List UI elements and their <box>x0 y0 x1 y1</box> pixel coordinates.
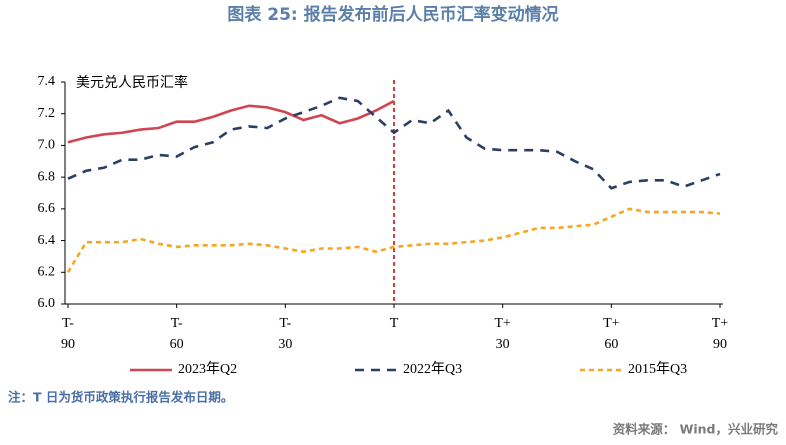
x-tick-label: T <box>390 316 399 331</box>
y-tick-label: 7.4 <box>38 74 56 89</box>
note: 注：T 日为货币政策执行报告发布日期。 <box>8 390 233 405</box>
y-tick-label: 6.0 <box>38 296 56 311</box>
y-tick-label: 7.0 <box>38 138 56 153</box>
series-line <box>66 207 721 273</box>
y-tick-label: 6.4 <box>38 233 56 248</box>
legend-label: 2023年Q2 <box>178 361 237 377</box>
legend-label: 2022年Q3 <box>403 361 462 377</box>
legend-label: 2015年Q3 <box>628 361 687 377</box>
y-tick-label: 6.8 <box>38 169 56 184</box>
y-axis-label: 美元兑人民币汇率 <box>76 74 188 91</box>
x-tick-label: T+ 60 <box>603 316 620 352</box>
series-line <box>67 99 395 144</box>
y-tick-label: 7.2 <box>38 106 56 121</box>
x-tick-label: T+ 30 <box>494 316 511 352</box>
y-tick-label: 6.6 <box>38 201 56 216</box>
chart-title: 图表 25: 报告发布前后人民币汇率变动情况 <box>227 4 558 25</box>
x-tick-label: T-30 <box>278 316 292 352</box>
source: 资料来源： Wind，兴业研究 <box>613 422 779 437</box>
x-tick-label: T-90 <box>61 316 75 352</box>
series-line <box>67 96 721 190</box>
x-tick-label: T-60 <box>170 316 184 352</box>
y-tick-label: 6.2 <box>38 265 56 280</box>
x-tick-label: T+ 90 <box>712 316 729 352</box>
